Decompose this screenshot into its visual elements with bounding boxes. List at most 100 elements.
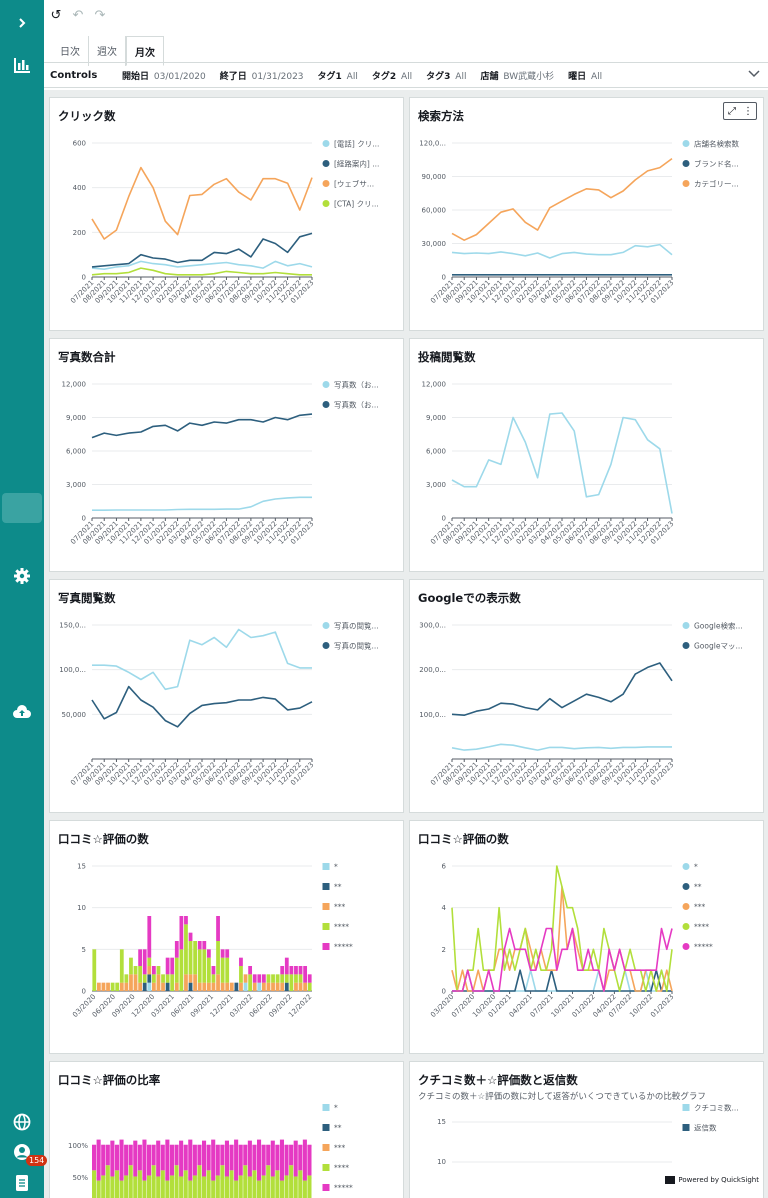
legend-label: * (334, 863, 338, 872)
globe-icon[interactable] (0, 1107, 44, 1137)
legend-swatch (322, 1104, 330, 1111)
more-vertical-icon[interactable]: ⋮ (743, 105, 753, 117)
bar-segment (147, 916, 152, 958)
bar-segment (92, 1144, 97, 1171)
y-tick-label: 300,0... (419, 622, 446, 630)
undo-icon[interactable]: ↶ (72, 8, 84, 23)
chevron-right-icon[interactable] (0, 8, 44, 38)
bar-segment (298, 1144, 303, 1171)
reset-icon[interactable]: ↺ (50, 8, 62, 23)
bar-segment (156, 966, 161, 975)
bar-segment (252, 974, 257, 983)
visual-title: Googleでの表示数 (418, 591, 521, 605)
bar-segment (247, 1176, 252, 1198)
y-tick-label: 120,0... (419, 140, 446, 148)
legend-swatch (322, 923, 330, 930)
bar-segment (197, 1144, 202, 1166)
control-weekday[interactable]: 曜日 All (568, 71, 603, 82)
visual-5[interactable]: Googleでの表示数 Google検索... Googleマッ... 100,0..… (409, 579, 764, 813)
visual-1[interactable]: 検索方法 ⤢ ⋮ 店舗名検索数 ブランド名... カテゴリー... 0 30,000 60,00… (409, 97, 764, 331)
bar-segment (133, 1140, 138, 1177)
bar-segment (239, 966, 243, 983)
visual-9[interactable]: クチコミ数＋☆評価数と返信数 クチコミの数＋☆評価の数に対して返答がいくつできてい… (409, 1061, 764, 1198)
active-nav-slot[interactable] (2, 493, 42, 523)
bar-segment (188, 932, 193, 941)
tab-weekly[interactable]: 週次 (89, 36, 126, 66)
upload-icon[interactable] (0, 697, 44, 727)
bar-segment (280, 966, 285, 975)
visual-2[interactable]: 写真数合計 写真数（お... 写真数（お... 0 3,000 6,000 9,000 12,… (49, 338, 404, 572)
bar-segment (294, 982, 298, 991)
control-start-date[interactable]: 開始日 03/01/2020 (122, 71, 206, 82)
bar-segment (142, 974, 147, 983)
bar-segment (284, 974, 289, 983)
tab-daily[interactable]: 日次 (52, 36, 89, 66)
bar-segment (147, 974, 152, 983)
bar-segment (224, 1140, 229, 1177)
bar-segment (211, 1180, 216, 1198)
visual-title: 検索方法 (418, 109, 464, 123)
bar-segment (115, 982, 120, 991)
bar-chart-icon[interactable] (0, 50, 44, 80)
bar-segment (216, 941, 220, 975)
y-tick-label: 150,0... (59, 622, 86, 630)
control-tag3[interactable]: タグ3 All (426, 71, 467, 82)
bar-segment (156, 1140, 161, 1177)
redo-icon[interactable]: ↷ (94, 8, 106, 23)
visual-6[interactable]: 口コミ☆評価の数 * ** *** **** ***** 0 5 10 15 03/2020 06/2… (49, 820, 404, 1054)
bar-segment (147, 1144, 152, 1176)
chart-svg: 写真数（お...写真数（お...03,0006,0009,00012,00007… (62, 380, 379, 546)
control-store[interactable]: 店舗 BW武蔵小杉 (480, 71, 555, 82)
control-tag1[interactable]: タグ1 All (317, 71, 358, 82)
series-line (451, 886, 673, 992)
bar-segment (275, 1170, 280, 1198)
settings-icon[interactable] (0, 561, 44, 591)
bar-segment (289, 974, 294, 991)
control-end-date[interactable]: 終了日 01/31/2023 (219, 71, 304, 82)
chevron-down-icon[interactable] (748, 67, 760, 81)
bar-segment (124, 1144, 129, 1176)
tab-monthly[interactable]: 月次 (126, 36, 164, 66)
bar-segment (220, 957, 225, 983)
bar-segment (220, 949, 225, 958)
series-line (91, 260, 313, 270)
y-tick-label: 15 (437, 1118, 446, 1126)
legend-label: ** (694, 883, 702, 892)
bar-segment (243, 974, 248, 983)
chart-svg: クチコミ数... 返信数 10 15 (437, 1103, 739, 1167)
bar-segment (298, 974, 303, 983)
visual-title: クリック数 (58, 109, 116, 123)
bar-segment (110, 1176, 115, 1198)
bar-segment (261, 982, 266, 991)
legend-swatch (682, 923, 690, 930)
bar-segment (261, 1144, 266, 1176)
visual-toolbar: ⤢ ⋮ (723, 102, 757, 120)
bar-segment (174, 957, 179, 983)
book-icon[interactable] (0, 1168, 44, 1198)
visual-8[interactable]: 口コミ☆評価の比率 * ** *** **** ***** 50% 100% (49, 1061, 404, 1198)
bar-segment (119, 1180, 124, 1198)
bar-segment (275, 982, 280, 991)
visual-0[interactable]: クリック数 [電話] クリ... [経路案内] ... [ウェブサ... [CTA] ク… (49, 97, 404, 331)
y-tick-label: 0 (442, 515, 446, 523)
bar-segment (101, 1175, 106, 1198)
legend-swatch (682, 1124, 690, 1131)
visual-title: 口コミ☆評価の数 (418, 832, 509, 846)
visual-7[interactable]: 口コミ☆評価の数 * ** *** **** ***** 0 2 4 6 03/2020 07/202… (409, 820, 764, 1054)
visual-4[interactable]: 写真閲覧数 写真の閲覧... 写真の閲覧... 50,000 100,0... 150,0… (49, 579, 404, 813)
legend-label: [CTA] クリ... (334, 200, 379, 209)
visual-3[interactable]: 投稿閲覧数 0 3,000 6,000 9,000 12,000 07/2021 08/202… (409, 338, 764, 572)
legend-swatch (682, 180, 690, 187)
bar-segment (96, 982, 101, 991)
bar-segment (197, 941, 202, 950)
user-icon[interactable] (0, 1137, 44, 1167)
expand-icon[interactable]: ⤢ (728, 105, 736, 117)
control-tag2[interactable]: タグ2 All (371, 71, 413, 82)
bar-segment (129, 974, 133, 991)
bar-segment (169, 1144, 174, 1176)
bar-segment (165, 974, 170, 983)
bar-segment (110, 1140, 115, 1177)
series-line (91, 413, 313, 439)
sheet-canvas: クリック数 [電話] クリ... [経路案内] ... [ウェブサ... [CTA] ク… (44, 90, 768, 1198)
bar-segment (261, 1175, 266, 1198)
